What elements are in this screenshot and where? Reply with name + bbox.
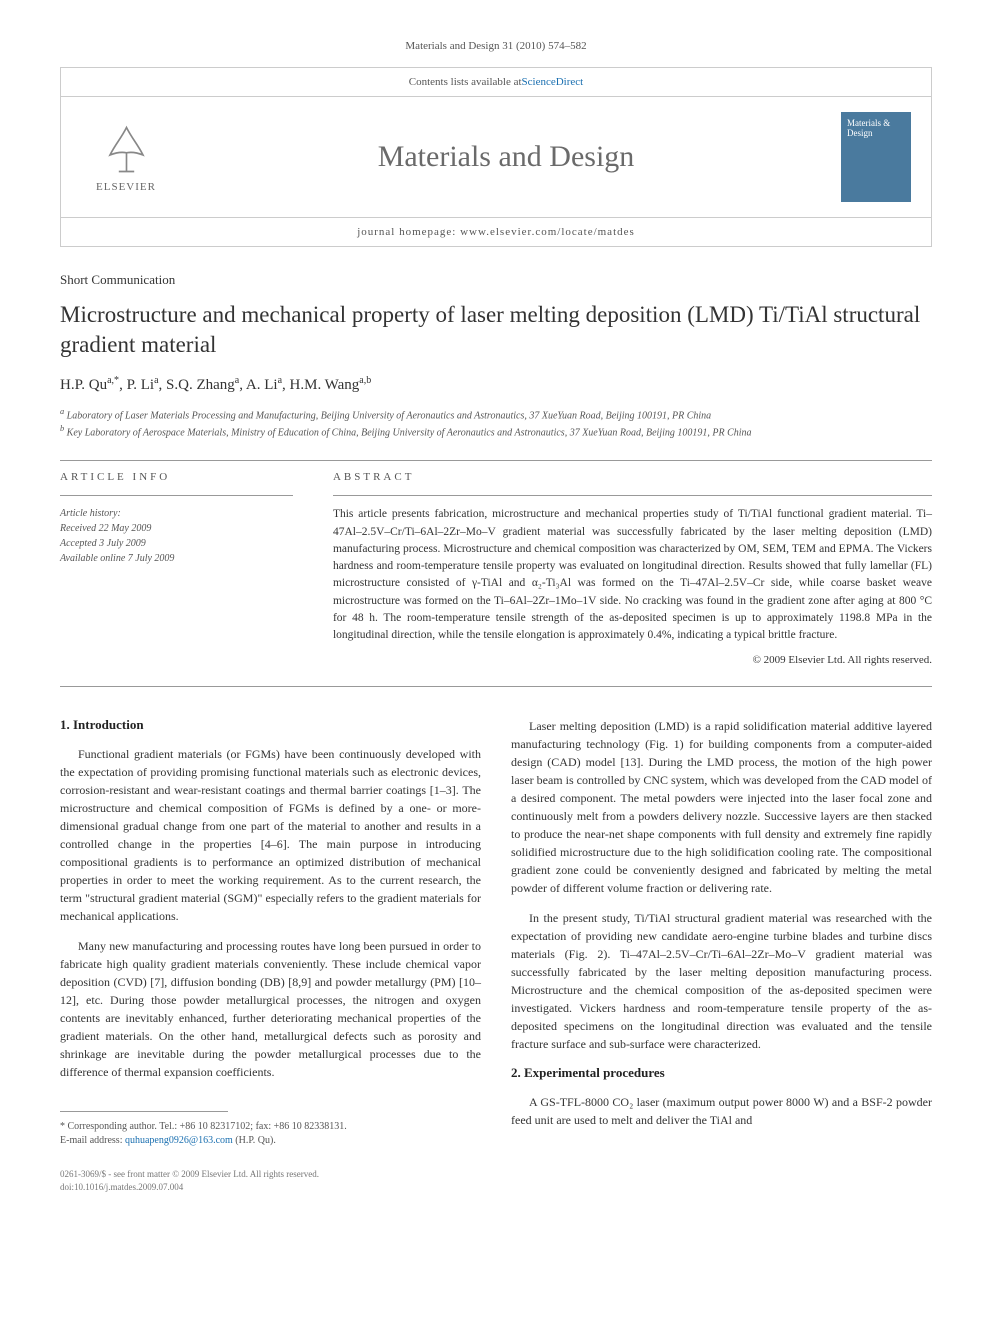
author-sup: a,*: [107, 375, 119, 386]
info-abstract-row: ARTICLE INFO Article history: Received 2…: [60, 471, 932, 666]
section-heading-intro: 1. Introduction: [60, 717, 481, 733]
history-online: Available online 7 July 2009: [60, 551, 293, 566]
author-sup: a,b: [359, 375, 371, 386]
page-footer: 0261-3069/$ - see front matter © 2009 El…: [60, 1168, 481, 1193]
body-paragraph: Functional gradient materials (or FGMs) …: [60, 745, 481, 925]
divider: [333, 495, 932, 496]
abstract-copyright: © 2009 Elsevier Ltd. All rights reserved…: [333, 654, 932, 666]
contents-label: Contents lists available at: [409, 76, 522, 88]
journal-reference: Materials and Design 31 (2010) 574–582: [60, 40, 932, 52]
page-container: Materials and Design 31 (2010) 574–582 C…: [0, 0, 992, 1234]
author-5: , H.M. Wang: [282, 377, 359, 393]
footnote-corr: * Corresponding author. Tel.: +86 10 823…: [60, 1120, 481, 1134]
elsevier-label: ELSEVIER: [96, 181, 156, 193]
abstract-column: ABSTRACT This article presents fabricati…: [333, 471, 932, 666]
footer-line-1: 0261-3069/$ - see front matter © 2009 El…: [60, 1168, 481, 1181]
email-suffix: (H.P. Qu).: [233, 1135, 276, 1146]
footnote-separator: [60, 1111, 228, 1112]
body-paragraph: In the present study, Ti/TiAl structural…: [511, 909, 932, 1053]
article-history: Article history: Received 22 May 2009 Ac…: [60, 506, 293, 566]
affiliation-b: b Key Laboratory of Aerospace Materials,…: [60, 423, 932, 440]
email-label: E-mail address:: [60, 1135, 125, 1146]
left-column: 1. Introduction Functional gradient mate…: [60, 717, 481, 1193]
affiliation-a-text: Laboratory of Laser Materials Processing…: [67, 410, 712, 421]
header-contents-row: Contents lists available at ScienceDirec…: [61, 68, 931, 97]
affiliations: a Laboratory of Laser Materials Processi…: [60, 406, 932, 441]
journal-header-box: Contents lists available at ScienceDirec…: [60, 67, 932, 247]
corresponding-author-footnote: * Corresponding author. Tel.: +86 10 823…: [60, 1120, 481, 1148]
article-title: Microstructure and mechanical property o…: [60, 300, 932, 360]
author-2: , P. Li: [119, 377, 154, 393]
journal-title: Materials and Design: [378, 140, 635, 174]
divider: [60, 495, 293, 496]
history-label: Article history:: [60, 506, 293, 521]
abstract-label: ABSTRACT: [333, 471, 932, 483]
info-label: ARTICLE INFO: [60, 471, 293, 483]
body-paragraph: A GS-TFL-8000 CO₂ laser (maximum output …: [511, 1093, 932, 1129]
authors-line: H.P. Qua,*, P. Lia, S.Q. Zhanga, A. Lia,…: [60, 375, 932, 394]
body-columns: 1. Introduction Functional gradient mate…: [60, 717, 932, 1193]
divider: [60, 686, 932, 687]
homepage-row: journal homepage: www.elsevier.com/locat…: [61, 217, 931, 246]
email-link[interactable]: quhuapeng0926@163.com: [125, 1135, 233, 1146]
body-paragraph: Laser melting deposition (LMD) is a rapi…: [511, 717, 932, 897]
cover-label: Materials & Design: [847, 118, 905, 138]
tree-icon: [99, 122, 154, 177]
author-1: H.P. Qu: [60, 377, 107, 393]
footnote-email-line: E-mail address: quhuapeng0926@163.com (H…: [60, 1134, 481, 1148]
journal-cover-thumb: Materials & Design: [841, 112, 911, 202]
divider: [60, 460, 932, 461]
sciencedirect-link[interactable]: ScienceDirect: [522, 76, 584, 88]
affiliation-b-text: Key Laboratory of Aerospace Materials, M…: [67, 427, 752, 438]
article-type: Short Communication: [60, 272, 932, 288]
article-info-column: ARTICLE INFO Article history: Received 2…: [60, 471, 293, 666]
history-accepted: Accepted 3 July 2009: [60, 536, 293, 551]
abstract-text: This article presents fabrication, micro…: [333, 506, 932, 644]
header-mid-row: ELSEVIER Materials and Design Materials …: [61, 97, 931, 217]
elsevier-logo: ELSEVIER: [81, 112, 171, 202]
author-3: , S.Q. Zhang: [159, 377, 235, 393]
author-4: , A. Li: [239, 377, 277, 393]
right-column: Laser melting deposition (LMD) is a rapi…: [511, 717, 932, 1193]
section-heading-experimental: 2. Experimental procedures: [511, 1065, 932, 1081]
body-paragraph: Many new manufacturing and processing ro…: [60, 937, 481, 1081]
footer-line-2: doi:10.1016/j.matdes.2009.07.004: [60, 1181, 481, 1194]
affiliation-a: a Laboratory of Laser Materials Processi…: [60, 406, 932, 423]
history-received: Received 22 May 2009: [60, 521, 293, 536]
